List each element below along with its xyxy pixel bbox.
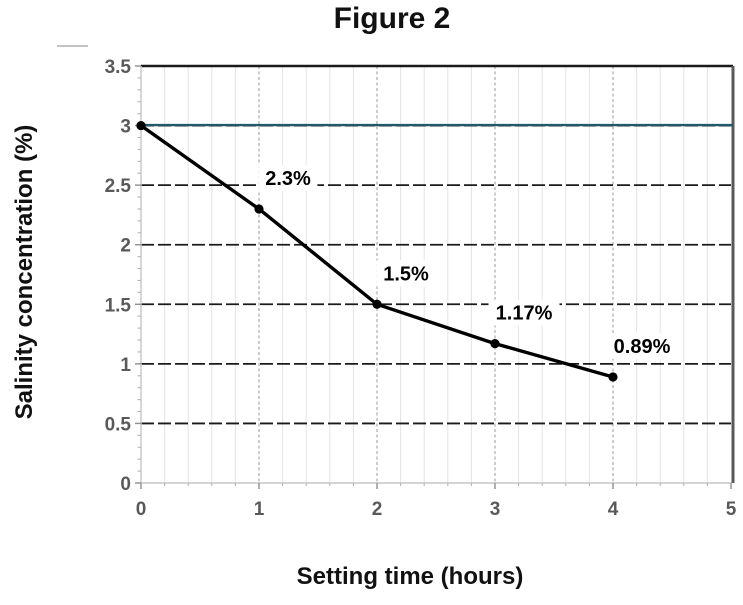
data-point-marker: [490, 339, 500, 349]
x-tick-label: 3: [490, 499, 501, 520]
x-tick-label: 4: [608, 499, 619, 520]
data-label: 2.3%: [265, 168, 311, 190]
y-tick-label: 1.5: [105, 295, 132, 316]
data-label-backing: [488, 299, 560, 326]
x-tick-label: 0: [136, 499, 147, 520]
data-label: 0.89%: [614, 336, 671, 358]
legend-line-fragment: [57, 45, 88, 47]
data-label-backing: [606, 332, 678, 359]
y-tick-label: 3.5: [105, 57, 132, 78]
data-point-marker: [608, 372, 618, 382]
data-point-marker: [254, 204, 264, 214]
x-tick-label: 1: [254, 499, 265, 520]
y-tick-label: 1: [120, 355, 131, 376]
chart-title: Figure 2: [333, 2, 451, 35]
data-label-backing: [376, 260, 436, 287]
y-tick-label: 0: [120, 474, 131, 495]
y-tick-label: 2: [120, 236, 131, 257]
data-label: 1.5%: [383, 263, 429, 285]
x-axis-title: Setting time (hours): [296, 563, 524, 590]
data-label: 1.17%: [496, 303, 553, 325]
x-tick-label: 5: [726, 499, 737, 520]
data-point-marker: [136, 120, 146, 131]
data-point-marker: [372, 299, 382, 309]
y-tick-label: 2.5: [105, 176, 132, 197]
y-tick-label: 0.5: [105, 414, 132, 435]
x-tick-label: 2: [372, 499, 383, 520]
y-tick-label: 3: [120, 117, 131, 138]
data-label-backing: [258, 164, 318, 191]
